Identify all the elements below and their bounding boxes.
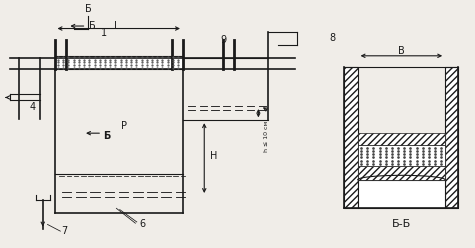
Text: h ≤ 10 см: h ≤ 10 см: [264, 121, 269, 152]
Text: H: H: [210, 151, 218, 161]
Text: 6: 6: [140, 219, 145, 229]
Bar: [358, 133, 445, 145]
Text: 1: 1: [102, 28, 107, 38]
Text: Б: Б: [85, 4, 91, 14]
Text: 8: 8: [330, 33, 335, 43]
Bar: [344, 67, 358, 208]
Text: 7: 7: [61, 226, 67, 236]
Bar: [358, 166, 445, 180]
Bar: [358, 180, 445, 208]
Text: Б: Б: [104, 131, 111, 141]
Text: 4: 4: [29, 102, 35, 112]
Bar: [445, 67, 458, 208]
Text: В: В: [398, 46, 405, 56]
Bar: [358, 145, 445, 166]
Bar: [55, 56, 183, 69]
Text: Р: Р: [121, 122, 127, 131]
Text: 9: 9: [220, 35, 226, 45]
Text: Б: Б: [89, 21, 96, 31]
Text: Б-Б: Б-Б: [392, 219, 411, 229]
Text: L: L: [114, 21, 119, 31]
